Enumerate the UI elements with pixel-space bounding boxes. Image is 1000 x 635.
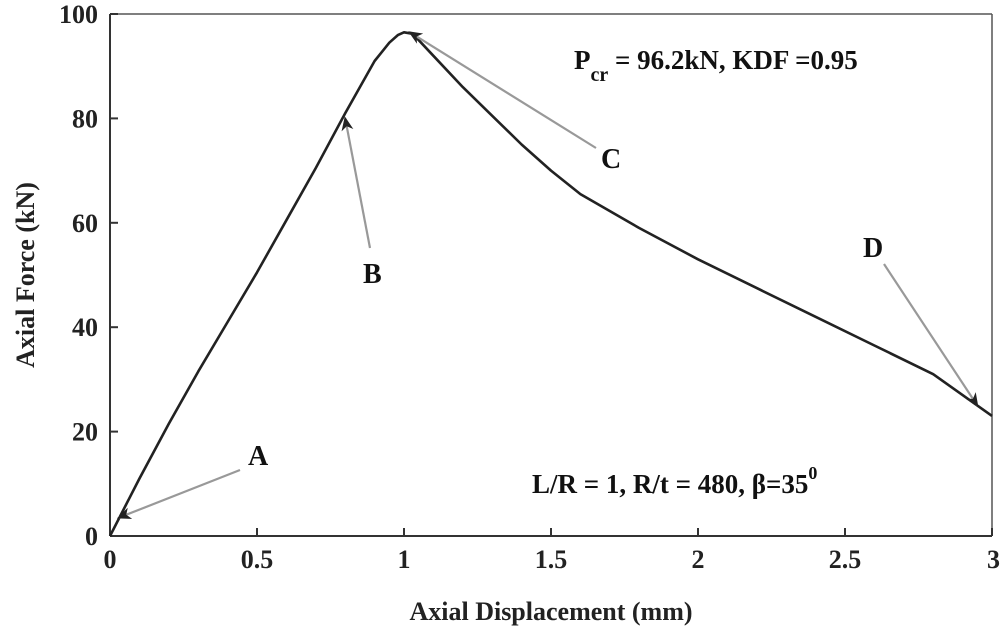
- x-tick-label: 3: [987, 545, 1000, 574]
- params-sup: 0: [808, 463, 817, 483]
- y-tick-label: 20: [72, 418, 98, 447]
- point-label-a: A: [248, 441, 269, 472]
- pcr-rest: = 96.2kN, KDF =0.95: [608, 45, 858, 75]
- pcr-sub: cr: [591, 64, 609, 86]
- y-tick-label: 100: [59, 0, 98, 29]
- y-axis-title: Axial Force (kN): [11, 182, 40, 368]
- point-label-c: C: [601, 144, 621, 175]
- x-tick-label: 2: [692, 545, 705, 574]
- y-tick-label: 60: [72, 209, 98, 238]
- series-line: [108, 30, 993, 537]
- y-ticks: 0 20 40 60 80 100: [59, 0, 118, 551]
- params-main: L/R = 1, R/t = 480, β=35: [532, 469, 808, 499]
- pcr-main: P: [574, 45, 591, 75]
- arrow-d: [883, 263, 979, 408]
- callouts: A B C D: [116, 31, 979, 519]
- x-tick-label: 1: [398, 545, 411, 574]
- y-tick-label: 40: [72, 313, 98, 342]
- arrow-a: [116, 468, 241, 519]
- arrow-c: [408, 31, 597, 149]
- point-label-d: D: [863, 233, 883, 264]
- y-tick-label: 0: [85, 522, 98, 551]
- plot-frame: [109, 13, 993, 537]
- arrow-b: [341, 116, 372, 249]
- x-tick-label: 1.5: [535, 545, 568, 574]
- x-tick-label: 0: [104, 545, 117, 574]
- x-tick-label: 2.5: [829, 545, 862, 574]
- pcr-annotation: Pcr = 96.2kN, KDF =0.95: [574, 45, 858, 86]
- params-annotation: L/R = 1, R/t = 480, β=350: [532, 463, 817, 499]
- x-tick-label: 0.5: [241, 545, 274, 574]
- point-label-b: B: [363, 259, 382, 290]
- x-ticks: 0 0.5 1 1.5 2 2.5 3: [104, 528, 1000, 574]
- x-axis-title: Axial Displacement (mm): [409, 597, 692, 626]
- y-tick-label: 80: [72, 104, 98, 133]
